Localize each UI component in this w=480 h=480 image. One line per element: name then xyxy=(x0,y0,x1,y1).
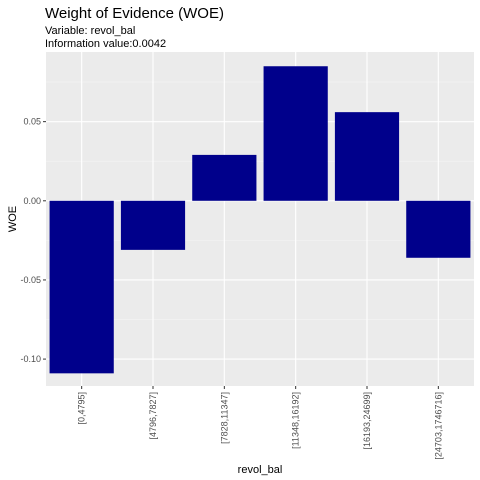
y-axis: -0.10 -0.05 0.00 0.05 xyxy=(20,117,46,364)
chart-title: Weight of Evidence (WOE) xyxy=(45,5,224,22)
y-axis-title: WOE xyxy=(7,206,19,232)
x-axis: [0,4795] [4796,7827] [7828,11347] [11348,16… xyxy=(77,386,443,460)
x-tick-label: [11348,16192] xyxy=(291,392,301,449)
bar-6 xyxy=(406,200,471,258)
x-tick-label: [16193,24699] xyxy=(362,392,372,450)
plot-panel xyxy=(46,52,474,386)
bar-2 xyxy=(120,200,186,250)
x-tick-label: [4796,7827] xyxy=(148,392,158,440)
bar-4 xyxy=(263,66,328,201)
y-tick-label: -0.05 xyxy=(20,275,41,285)
bars xyxy=(49,66,471,374)
bar-3 xyxy=(192,154,257,201)
y-tick-label: 0.00 xyxy=(23,196,41,206)
x-tick-label: [24703,1746716] xyxy=(433,392,443,460)
chart-subtitle-line-1: Variable: revol_bal xyxy=(45,25,135,37)
x-tick-label: [7828,11347] xyxy=(219,392,229,444)
bar-5 xyxy=(334,112,400,201)
y-tick-label: 0.05 xyxy=(23,117,41,127)
x-tick-label: [0,4795] xyxy=(77,392,87,425)
x-axis-title: revol_bal xyxy=(238,464,283,476)
bar-1 xyxy=(49,200,114,374)
chart-subtitle-line-2: Information value:0.0042 xyxy=(45,38,166,50)
minor-gridlines xyxy=(46,81,474,320)
y-tick-label: -0.10 xyxy=(20,354,41,364)
